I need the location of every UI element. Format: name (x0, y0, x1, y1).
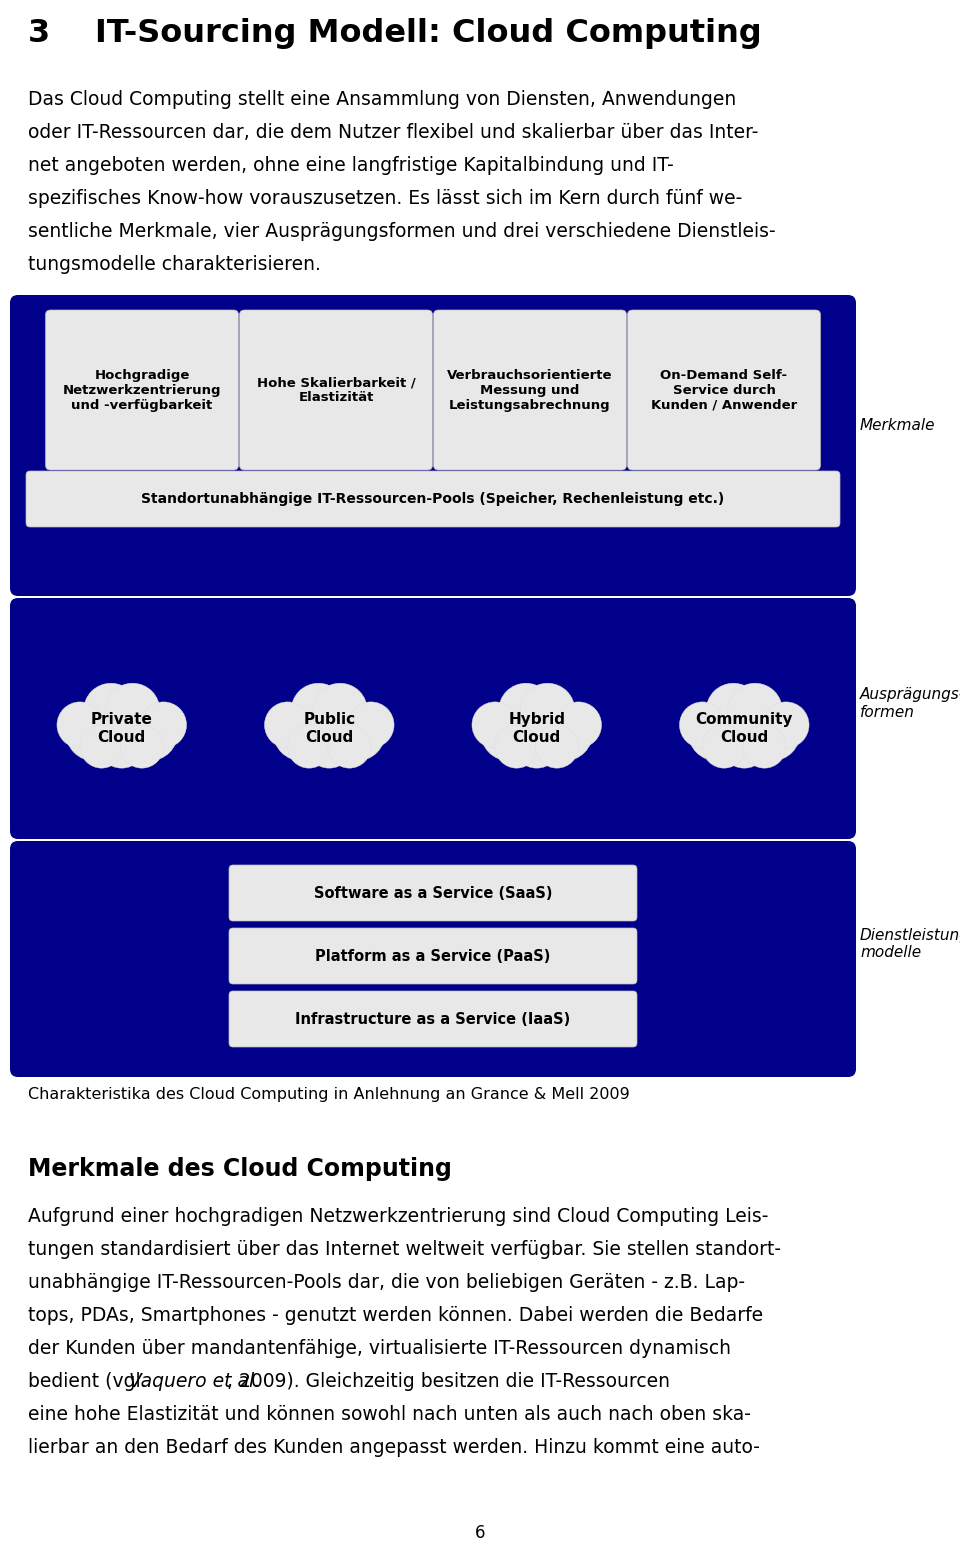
Text: unabhängige IT-Ressourcen-Pools dar, die von beliebigen Geräten - z.B. Lap-: unabhängige IT-Ressourcen-Pools dar, die… (28, 1274, 745, 1292)
Circle shape (140, 702, 186, 748)
Text: Infrastructure as a Service (IaaS): Infrastructure as a Service (IaaS) (296, 1012, 570, 1026)
Text: bedient (vgl.: bedient (vgl. (28, 1372, 153, 1391)
Circle shape (65, 703, 123, 761)
Circle shape (688, 703, 746, 761)
Text: tungsmodelle charakterisieren.: tungsmodelle charakterisieren. (28, 256, 321, 274)
Text: Aufgrund einer hochgradigen Netzwerkzentrierung sind Cloud Computing Leis-: Aufgrund einer hochgradigen Netzwerkzent… (28, 1207, 768, 1225)
Circle shape (120, 725, 163, 769)
Text: Community
Cloud: Community Cloud (695, 712, 793, 745)
Text: sentliche Merkmale, vier Ausprägungsformen und drei verschiedene Dienstleis-: sentliche Merkmale, vier Ausprägungsform… (28, 221, 776, 242)
Text: Vaquero et al.: Vaquero et al. (129, 1372, 260, 1391)
Circle shape (498, 683, 553, 737)
FancyBboxPatch shape (229, 992, 637, 1048)
Circle shape (327, 725, 371, 769)
Circle shape (291, 683, 346, 737)
Circle shape (513, 719, 562, 769)
Text: IT-Sourcing Modell: Cloud Computing: IT-Sourcing Modell: Cloud Computing (95, 19, 761, 48)
Circle shape (763, 702, 809, 748)
Text: Public
Cloud: Public Cloud (303, 712, 355, 745)
Circle shape (536, 703, 593, 761)
Circle shape (680, 702, 726, 748)
Circle shape (720, 719, 769, 769)
Text: lierbar an den Bedarf des Kunden angepasst werden. Hinzu kommt eine auto-: lierbar an den Bedarf des Kunden angepas… (28, 1437, 760, 1458)
Circle shape (556, 702, 602, 748)
Text: 3: 3 (28, 19, 50, 48)
Text: Merkmale des Cloud Computing: Merkmale des Cloud Computing (28, 1157, 452, 1182)
Circle shape (703, 725, 746, 769)
FancyBboxPatch shape (10, 295, 856, 596)
Text: Ausprägungs-
formen: Ausprägungs- formen (860, 688, 960, 720)
Text: On-Demand Self-
Service durch
Kunden / Anwender: On-Demand Self- Service durch Kunden / A… (651, 368, 797, 412)
Circle shape (84, 683, 138, 737)
Text: eine hohe Elastizität und können sowohl nach unten als auch nach oben ska-: eine hohe Elastizität und können sowohl … (28, 1405, 751, 1423)
Text: oder IT-Ressourcen dar, die dem Nutzer flexibel und skalierbar über das Inter-: oder IT-Ressourcen dar, die dem Nutzer f… (28, 123, 758, 142)
Text: Dienstleistungs-
modelle: Dienstleistungs- modelle (860, 928, 960, 960)
Circle shape (536, 725, 579, 769)
Circle shape (743, 703, 801, 761)
Text: Das Cloud Computing stellt eine Ansammlung von Diensten, Anwendungen: Das Cloud Computing stellt eine Ansammlu… (28, 90, 736, 109)
Text: Platform as a Service (PaaS): Platform as a Service (PaaS) (315, 948, 551, 963)
Text: Verbrauchsorientierte
Messung und
Leistungsabrechnung: Verbrauchsorientierte Messung und Leistu… (447, 368, 612, 412)
Text: Hohe Skalierbarkeit /
Elastizität: Hohe Skalierbarkeit / Elastizität (256, 376, 416, 404)
FancyBboxPatch shape (229, 928, 637, 984)
Text: Charakteristika des Cloud Computing in Anlehnung an Grance & Mell 2009: Charakteristika des Cloud Computing in A… (28, 1087, 630, 1102)
Text: , 2009). Gleichzeitig besitzen die IT-Ressourcen: , 2009). Gleichzeitig besitzen die IT-Re… (227, 1372, 670, 1391)
Circle shape (57, 702, 103, 748)
Text: Merkmale: Merkmale (860, 418, 935, 433)
Text: net angeboten werden, ohne eine langfristige Kapitalbindung und IT-: net angeboten werden, ohne eine langfris… (28, 156, 674, 175)
Circle shape (743, 725, 786, 769)
Text: Standortunabhängige IT-Ressourcen-Pools (Speicher, Rechenleistung etc.): Standortunabhängige IT-Ressourcen-Pools … (141, 493, 725, 507)
Circle shape (304, 719, 353, 769)
Circle shape (264, 702, 310, 748)
FancyBboxPatch shape (229, 865, 637, 921)
Circle shape (97, 719, 146, 769)
Circle shape (293, 688, 365, 759)
Circle shape (708, 688, 780, 759)
FancyBboxPatch shape (628, 310, 821, 469)
Circle shape (520, 683, 575, 737)
Circle shape (80, 725, 123, 769)
Circle shape (495, 725, 539, 769)
Circle shape (481, 703, 539, 761)
Circle shape (287, 725, 330, 769)
Text: tops, PDAs, Smartphones - genutzt werden können. Dabei werden die Bedarfe: tops, PDAs, Smartphones - genutzt werden… (28, 1306, 763, 1325)
Circle shape (472, 702, 518, 748)
Circle shape (348, 702, 394, 748)
Text: Hybrid
Cloud: Hybrid Cloud (508, 712, 565, 745)
FancyBboxPatch shape (239, 310, 433, 469)
FancyBboxPatch shape (10, 840, 856, 1077)
Circle shape (106, 683, 160, 737)
FancyBboxPatch shape (10, 599, 856, 839)
FancyBboxPatch shape (45, 310, 238, 469)
Text: tungen standardisiert über das Internet weltweit verfügbar. Sie stellen standort: tungen standardisiert über das Internet … (28, 1239, 781, 1260)
Text: 6: 6 (475, 1525, 485, 1542)
Circle shape (273, 703, 330, 761)
Text: spezifisches Know-how vorauszusetzen. Es lässt sich im Kern durch fünf we-: spezifisches Know-how vorauszusetzen. Es… (28, 189, 742, 207)
Circle shape (327, 703, 385, 761)
Circle shape (728, 683, 782, 737)
FancyBboxPatch shape (434, 310, 627, 469)
Circle shape (85, 688, 157, 759)
Text: der Kunden über mandantenfähige, virtualisierte IT-Ressourcen dynamisch: der Kunden über mandantenfähige, virtual… (28, 1339, 731, 1358)
Text: Hochgradige
Netzwerkzentrierung
und -verfügbarkeit: Hochgradige Netzwerkzentrierung und -ver… (62, 368, 221, 412)
Circle shape (707, 683, 761, 737)
Text: Software as a Service (SaaS): Software as a Service (SaaS) (314, 886, 552, 901)
Circle shape (501, 688, 573, 759)
Text: Private
Cloud: Private Cloud (91, 712, 153, 745)
Circle shape (120, 703, 178, 761)
Circle shape (313, 683, 368, 737)
FancyBboxPatch shape (26, 471, 840, 527)
